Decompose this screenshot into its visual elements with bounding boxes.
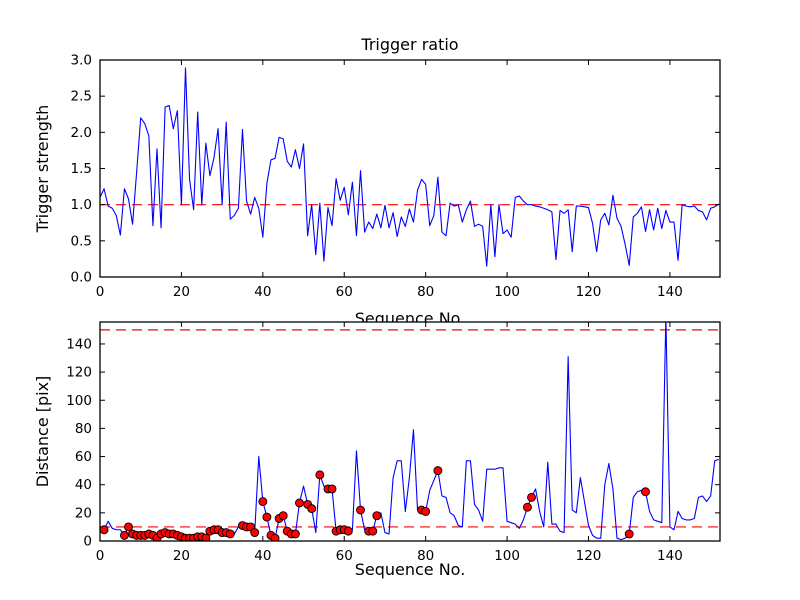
- data-marker: [270, 533, 280, 541]
- y-tick-label: 60: [75, 449, 92, 465]
- y-tick-label: 0.0: [71, 270, 92, 286]
- x-tick-label: 0: [96, 548, 105, 564]
- x-tick-label: 40: [254, 548, 271, 564]
- x-tick-label: 80: [417, 548, 434, 564]
- y-tick-label: 2.0: [71, 125, 92, 141]
- data-marker: [368, 526, 378, 536]
- data-marker: [624, 529, 634, 539]
- data-marker: [523, 502, 532, 512]
- data-marker: [278, 511, 288, 521]
- x-tick-label: 60: [336, 284, 353, 300]
- y-tick-label: 40: [75, 477, 92, 493]
- y-tick-label: 1.5: [71, 161, 92, 177]
- x-tick-label: 140: [657, 284, 683, 300]
- data-marker: [527, 492, 536, 502]
- bottom-axes-background: [100, 322, 720, 541]
- x-tick-label: 20: [173, 284, 190, 300]
- data-marker: [290, 529, 300, 539]
- data-marker: [250, 528, 260, 538]
- plot-title: Trigger ratio: [360, 35, 458, 54]
- data-marker: [100, 525, 109, 535]
- data-marker: [327, 484, 337, 494]
- data-marker: [372, 511, 382, 521]
- bottom-plot: Distance [pix] 0 20 40 60 80 100 120 140 0 20 40 60…: [33, 321, 721, 579]
- y-tick-label: 1.0: [71, 197, 92, 213]
- data-marker: [225, 529, 235, 539]
- data-marker: [343, 526, 353, 536]
- y-tick-label: 0: [83, 534, 92, 550]
- y-tick-label: 0.5: [71, 233, 92, 249]
- data-marker: [433, 466, 443, 476]
- x-tick-label: 100: [494, 548, 520, 564]
- bottom-xlabel: Sequence No.: [355, 560, 466, 579]
- top-axes: 0 20 40 60 80 100 120 140 0.0 0.5 1.0 1.5 2.0 2.5 3.0: [71, 53, 721, 300]
- axes-border: [99, 321, 721, 542]
- data-marker: [641, 487, 650, 497]
- x-tick-label: 20: [173, 548, 190, 564]
- y-tick-label: 80: [75, 421, 92, 437]
- data-marker: [258, 497, 268, 507]
- data-line: [100, 67, 720, 267]
- data-marker: [124, 522, 133, 532]
- y-tick-label: 2.5: [71, 89, 92, 105]
- data-marker: [201, 533, 211, 541]
- data-marker: [356, 505, 365, 515]
- x-tick-label: 120: [576, 548, 602, 564]
- x-tick-label: 40: [254, 284, 271, 300]
- axes-border: [99, 59, 721, 278]
- y-tick-label: 140: [66, 336, 92, 352]
- x-tick-label: 0: [96, 284, 105, 300]
- x-tick-label: 100: [494, 284, 520, 300]
- y-tick-label: 3.0: [71, 53, 92, 69]
- y-tick-label: 120: [66, 365, 92, 381]
- data-marker: [307, 504, 317, 514]
- y-tick-label: 20: [75, 505, 92, 521]
- data-marker: [119, 530, 129, 540]
- x-tick-label: 120: [576, 284, 602, 300]
- x-tick-label: 140: [657, 548, 683, 564]
- bottom-ylabel: Distance [pix]: [33, 376, 52, 488]
- x-tick-label: 60: [336, 548, 353, 564]
- y-tick-label: 100: [66, 393, 92, 409]
- x-tick-label: 80: [417, 284, 434, 300]
- data-marker: [262, 512, 272, 522]
- top-plot: Trigger ratio Trigger strength 0 20 40 60 80…: [33, 35, 721, 328]
- data-marker: [315, 470, 325, 480]
- bottom-axes: 0 20 40 60 80 100 120 140 0 20 40 60 80 100 120 140: [66, 321, 721, 564]
- data-marker: [421, 506, 431, 516]
- top-ylabel: Trigger strength: [33, 105, 52, 234]
- data-marker: [295, 498, 304, 508]
